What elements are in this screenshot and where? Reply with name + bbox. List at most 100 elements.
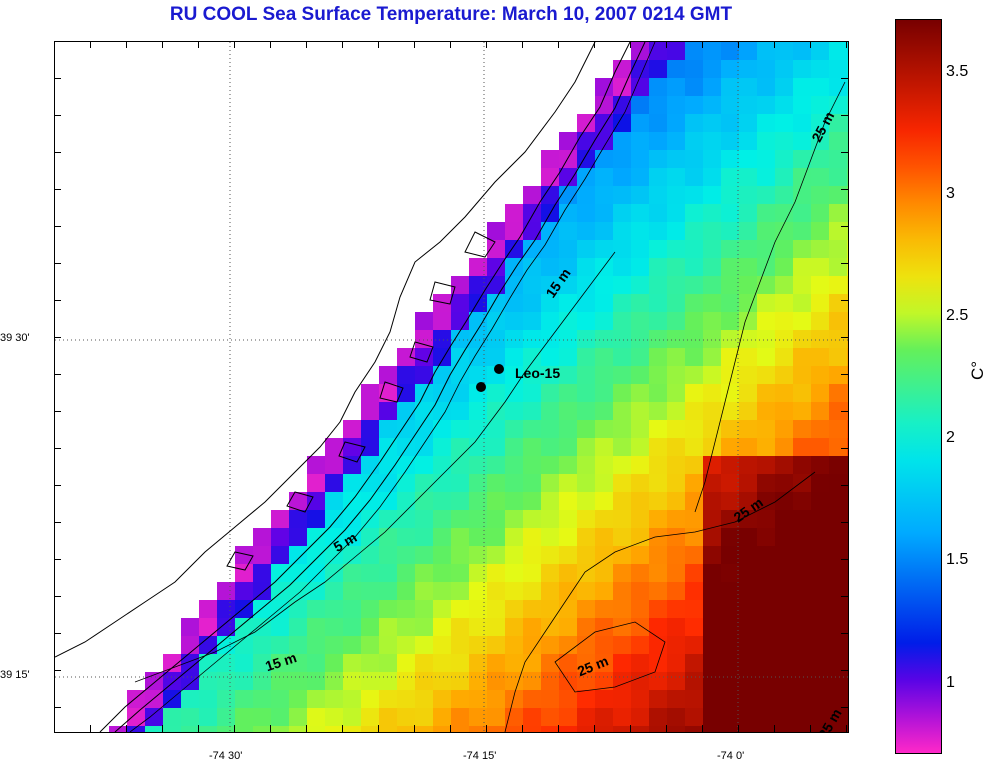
sst-cell [325, 636, 343, 654]
sst-cell [289, 582, 307, 600]
sst-cell [271, 510, 289, 528]
sst-grid-cells [109, 42, 848, 732]
sst-cell [685, 186, 703, 204]
sst-cell [343, 708, 361, 726]
sst-cell [829, 114, 847, 132]
sst-cell [469, 510, 487, 528]
sst-map-canvas: Leo-15 5 m 15 m 15 m 25 m 25 m 25 m 25 m [55, 42, 848, 732]
sst-cell [595, 186, 613, 204]
sst-cell [703, 60, 721, 78]
sst-cell [433, 690, 451, 708]
sst-cell [739, 150, 757, 168]
sst-cell [379, 456, 397, 474]
sst-cell [307, 456, 325, 474]
sst-cell [685, 600, 703, 618]
sst-cell [559, 726, 577, 732]
sst-cell [469, 366, 487, 384]
frame-tick [630, 725, 631, 732]
sst-cell [685, 240, 703, 258]
sst-cell [811, 510, 829, 528]
sst-cell [775, 132, 793, 150]
sst-cell [379, 528, 397, 546]
sst-cell [721, 726, 739, 732]
sst-cell [523, 546, 541, 564]
sst-cell [685, 258, 703, 276]
frame-tick [841, 522, 848, 523]
sst-cell [775, 366, 793, 384]
sst-cell [631, 168, 649, 186]
sst-cell [505, 726, 523, 732]
sst-cell [415, 582, 433, 600]
sst-cell [289, 528, 307, 546]
sst-cell [577, 402, 595, 420]
sst-cell [811, 204, 829, 222]
sst-cell [163, 708, 181, 726]
sst-cell [829, 348, 847, 366]
sst-cell [523, 204, 541, 222]
sst-cell [559, 258, 577, 276]
sst-cell [667, 690, 685, 708]
sst-map[interactable]: Leo-15 5 m 15 m 15 m 25 m 25 m 25 m 25 m [54, 41, 849, 733]
sst-cell [343, 456, 361, 474]
sst-cell [469, 672, 487, 690]
sst-cell [487, 384, 505, 402]
frame-tick [342, 725, 343, 732]
frame-tick [54, 596, 61, 597]
sst-cell [253, 636, 271, 654]
frame-tick [414, 41, 415, 48]
sst-cell [559, 582, 577, 600]
sst-cell [847, 276, 848, 294]
sst-cell [631, 294, 649, 312]
sst-cell [469, 564, 487, 582]
sst-cell [739, 564, 757, 582]
sst-cell [721, 366, 739, 384]
sst-cell [487, 510, 505, 528]
sst-cell [505, 222, 523, 240]
sst-cell [847, 312, 848, 330]
sst-cell [757, 564, 775, 582]
sst-cell [739, 636, 757, 654]
sst-cell [559, 384, 577, 402]
sst-cell [631, 150, 649, 168]
sst-cell [685, 78, 703, 96]
sst-cell [811, 312, 829, 330]
sst-cell [685, 420, 703, 438]
contour-15m [134, 251, 616, 683]
sst-cell [649, 672, 667, 690]
sst-cell [811, 366, 829, 384]
sst-cell [505, 474, 523, 492]
sst-cell [613, 402, 631, 420]
frame-tick [841, 485, 848, 486]
sst-cell [757, 276, 775, 294]
sst-cell [181, 618, 199, 636]
sst-cell [559, 240, 577, 258]
sst-cell [721, 312, 739, 330]
sst-cell [775, 438, 793, 456]
sst-cell [667, 96, 685, 114]
sst-cell [451, 492, 469, 510]
frame-tick [450, 41, 451, 48]
sst-cell [595, 384, 613, 402]
sst-cell [559, 366, 577, 384]
sst-cell [775, 600, 793, 618]
sst-cell [451, 384, 469, 402]
sst-cell [577, 636, 595, 654]
sst-cell [811, 402, 829, 420]
sst-cell [289, 510, 307, 528]
sst-cell [793, 204, 811, 222]
sst-cell [829, 366, 847, 384]
sst-cell [541, 654, 559, 672]
frame-tick [90, 41, 91, 48]
sst-cell [253, 672, 271, 690]
sst-cell [415, 600, 433, 618]
sst-cell [631, 132, 649, 150]
sst-cell [847, 348, 848, 366]
marsh-islands [226, 231, 496, 571]
sst-cell [271, 708, 289, 726]
sst-cell [361, 456, 379, 474]
sst-cell [613, 114, 631, 132]
sst-cell [739, 222, 757, 240]
sst-cell [721, 132, 739, 150]
sst-cell [613, 510, 631, 528]
sst-cell [757, 438, 775, 456]
